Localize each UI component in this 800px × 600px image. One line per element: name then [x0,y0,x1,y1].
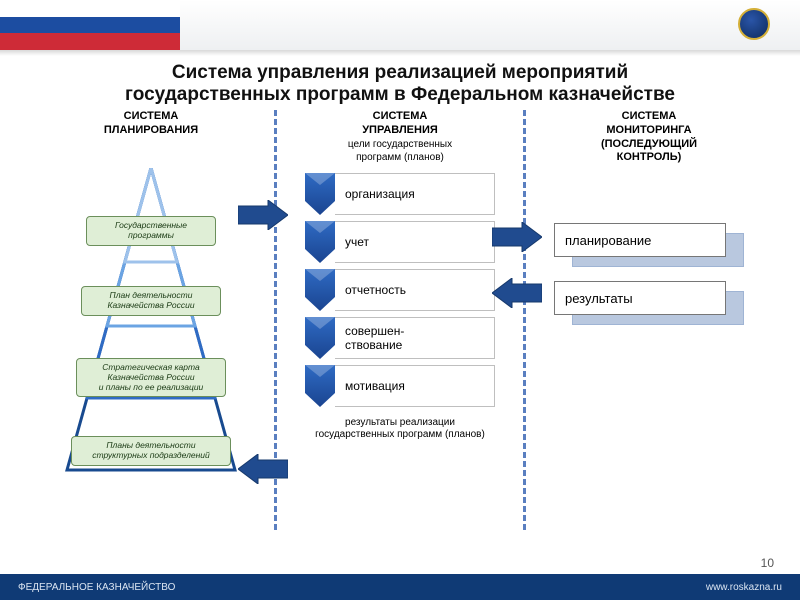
chevron-label-4: совершен-ствование [335,317,495,359]
pyramid-box-3: Стратегическая картаКазначейства Россиии… [76,358,226,397]
footer-left: ФЕДЕРАЛЬНОЕ КАЗНАЧЕЙСТВО [18,582,175,593]
monitoring-box-1: планирование [554,223,726,257]
flag-stripe [0,0,180,50]
col-management-bottom: результаты реализациигосударственных про… [315,417,485,441]
chevron-row-1: организация [305,173,495,215]
chevron-row-4: совершен-ствование [305,317,495,359]
chevron-label-5: мотивация [335,365,495,407]
arrow-monitoring-to-mgmt-icon [492,278,542,308]
col-monitoring-head: СИСТЕМАМОНИТОРИНГА(ПОСЛЕДУЮЩИЙКОНТРОЛЬ) [601,110,697,165]
title-line1: Система управления реализацией мероприят… [0,62,800,84]
chevron-icon [305,365,335,407]
chevron-row-3: отчетность [305,269,495,311]
monitoring-box-1-wrap: планирование [554,223,744,265]
col-planning-head: СИСТЕМАПЛАНИРОВАНИЯ [104,110,198,156]
chevron-label-1: организация [335,173,495,215]
emblem-icon [738,8,770,40]
arrow-planning-to-mgmt-icon [238,200,288,230]
arrow-mgmt-to-planning-icon [238,454,288,484]
arrow-mgmt-to-monitoring-icon [492,222,542,252]
pyramid: Государственные программы План деятельно… [41,168,261,488]
col-management-head: СИСТЕМАУПРАВЛЕНИЯ цели государственныхпр… [348,110,452,165]
col-management: СИСТЕМАУПРАВЛЕНИЯ цели государственныхпр… [277,110,523,544]
chevron-icon [305,317,335,359]
chevron-label-2: учет [335,221,495,263]
chevron-icon [305,269,335,311]
footer: ФЕДЕРАЛЬНОЕ КАЗНАЧЕЙСТВО www.roskazna.ru [0,574,800,600]
col-monitoring: СИСТЕМАМОНИТОРИНГА(ПОСЛЕДУЮЩИЙКОНТРОЛЬ) … [526,110,772,544]
chevron-label-3: отчетность [335,269,495,311]
page-number: 10 [761,556,774,570]
pyramid-box-1: Государственные программы [86,216,216,246]
chevron-stack: организация учет отчетность совершен-ствова… [305,173,495,413]
footer-right: www.roskazna.ru [706,582,782,593]
pyramid-box-2: План деятельностиКазначейства России [81,286,221,316]
chevron-row-5: мотивация [305,365,495,407]
title-line2: государственных программ в Федеральном к… [0,84,800,106]
monitoring-boxes: планирование результаты [554,223,744,339]
top-banner [0,0,800,50]
columns: СИСТЕМАПЛАНИРОВАНИЯ Государственные прог… [0,106,800,544]
chevron-row-2: учет [305,221,495,263]
pyramid-box-4: Планы деятельностиструктурных подразделе… [71,436,231,466]
chevron-icon [305,221,335,263]
monitoring-box-2: результаты [554,281,726,315]
chevron-icon [305,173,335,215]
monitoring-box-2-wrap: результаты [554,281,744,323]
